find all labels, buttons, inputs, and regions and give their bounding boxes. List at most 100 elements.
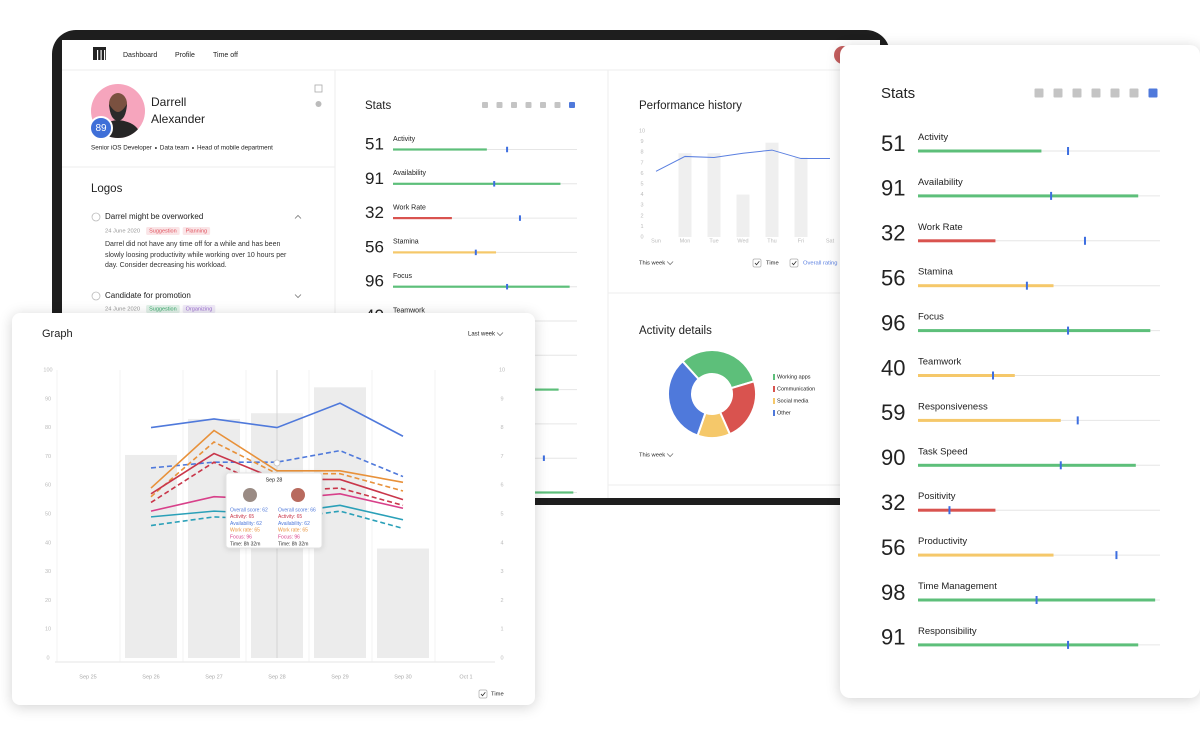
stat-label: Work Rate [393,204,426,211]
score-line [150,449,404,478]
legend-swatch [773,386,775,392]
stat-label: Responsibility [918,626,977,637]
filter-icon [1129,88,1139,98]
y2-tick-label: 5 [500,511,503,517]
stat-value: 59 [881,400,905,425]
profile-icon [314,84,323,93]
stat-marker [948,506,951,515]
logo-stripe [100,50,102,60]
checkmark [480,691,486,697]
stat-value: 51 [365,134,384,153]
stat-bar [918,239,996,243]
y-tick-label: 0 [46,655,49,661]
y-tick-label: 6 [640,171,643,177]
stat-bar [393,251,497,254]
stat-label: Teamwork [393,307,425,314]
stat-marker [992,371,995,380]
x-tick-label: Sat [826,238,835,244]
y-tick-label: 60 [45,483,51,489]
tag: Organizing [186,306,213,312]
tag: Planning [186,228,207,234]
tag-bg [146,305,180,313]
y2-tick-label: 6 [500,483,503,489]
filter-icon [569,102,575,108]
stat-value: 40 [881,355,905,380]
head [109,93,127,115]
stat-marker [1115,551,1118,560]
stats-title: Stats [881,85,915,102]
y-tick-label: 90 [45,396,51,402]
stat-bar [918,329,1151,333]
legend-label: Other [777,410,791,416]
chevron [666,261,674,266]
filter-icon [525,102,532,108]
stat-value: 56 [881,535,905,560]
y2-tick-label: 8 [500,425,503,431]
time-bar [794,157,808,237]
perf-title: Performance history [639,100,742,112]
checkbox [789,258,799,268]
legend-label: Social media [777,398,809,404]
y-tick-label: 40 [45,540,51,546]
y-tick-label: 10 [45,627,51,633]
stat-bar [918,418,1061,422]
period-select: This week [639,453,665,459]
stat-bar [918,374,1015,377]
tooltip-line: Activity: 65 [278,514,302,520]
tag: Suggestion [149,228,177,234]
legend-swatch [773,374,775,380]
y2-tick-label: 7 [500,454,503,460]
donut-slice [681,349,756,390]
tag-bg [182,305,216,313]
stat-bar [918,149,1042,153]
nav-item: Time off [213,52,238,59]
y-tick-label: 1 [640,224,643,230]
stat-value: 91 [881,625,905,650]
score-line [150,429,404,489]
y-tick-label: 4 [640,192,643,198]
stat-value: 56 [881,266,905,291]
checkmark [791,260,797,266]
time-bar [377,548,429,658]
stat-bar [393,217,452,220]
stat-value: 91 [881,176,905,201]
legend-time: Time [766,261,779,267]
tag-bg [146,227,180,235]
tag-bg [182,227,211,235]
logo-stripe [104,50,106,60]
stats-card: Stats 51 Activity 91 Availability 32 Work Rate… [840,45,1200,698]
item-date: 24 June 2020 [105,229,140,235]
y-tick-label: 50 [45,511,51,517]
filter-icon [1053,88,1063,98]
stat-bar [918,553,1054,557]
stat-bar [393,148,487,151]
stat-bar [393,285,570,288]
stat-label: Availability [393,170,426,177]
tooltip-line: Time: 8h 32m [278,541,308,547]
score: 89 [95,123,107,134]
checkbox [478,689,488,699]
legend-label: Communication [777,386,815,392]
stat-label: Work Rate [918,222,963,233]
beard [109,104,127,121]
stat-value: 98 [881,580,905,605]
stat-bar [918,194,1139,198]
stat-marker [506,146,509,153]
stat-value: 32 [365,203,384,222]
x-tick-label: Mon [680,238,691,244]
tooltip-avatar [243,488,257,502]
stat-label: Activity [393,136,416,143]
donut-slice [667,359,707,437]
graph-title: Graph [42,328,73,340]
tooltip-line: Availability: 62 [278,521,310,527]
item-title: Darrel might be overworked [105,212,203,221]
stat-value: 96 [365,272,384,291]
filter-icon [1091,88,1101,98]
x-tick-label: Sep 27 [205,674,222,680]
legend-swatch [773,398,775,404]
stat-label: Focus [393,273,413,280]
logo-body: Darrel did not have any time off for a w… [105,241,287,269]
stat-value: 91 [365,169,384,188]
time-bar [707,153,721,237]
y2-tick-label: 0 [500,655,503,661]
